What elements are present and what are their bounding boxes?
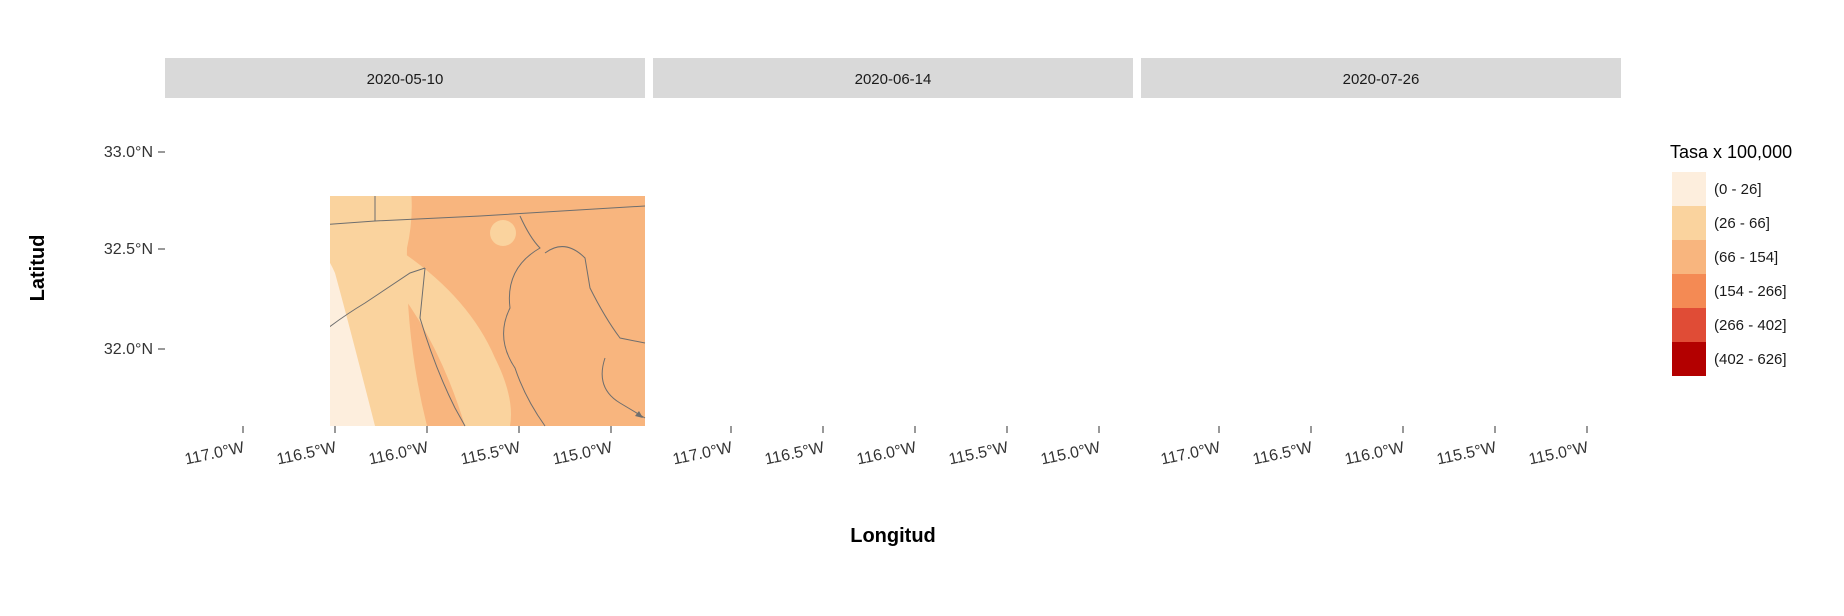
ocean xyxy=(1141,98,1271,426)
lon-tick: 116.5°W xyxy=(1251,439,1314,468)
map-panel: 2020-07-26 xyxy=(1141,58,1621,426)
graticule xyxy=(165,126,243,426)
facet-label: 2020-05-10 xyxy=(367,71,444,88)
lon-tick: 117.0°W xyxy=(671,439,734,468)
rate-zone-26-66 xyxy=(490,220,516,246)
rate-zone-26-66 xyxy=(653,98,856,426)
rate-zone-26-66 xyxy=(1141,98,1391,426)
county-borders xyxy=(1183,98,1621,426)
islands xyxy=(751,394,1131,418)
lon-tick: 116.0°W xyxy=(1343,439,1406,468)
legend-swatch xyxy=(1672,274,1706,308)
rate-zone-26-66 xyxy=(380,238,511,426)
lon-tick: 115.5°W xyxy=(947,439,1010,468)
islands xyxy=(1239,394,1619,418)
legend-swatch xyxy=(1672,240,1706,274)
rate-zone-26-66 xyxy=(948,300,988,340)
legend-label: (266 - 402] xyxy=(1714,317,1787,334)
graticule xyxy=(1141,126,1219,426)
coastline xyxy=(170,98,295,426)
county-borders xyxy=(695,98,1133,426)
lat-tick: 32.5°N xyxy=(104,241,153,258)
lat-tick-marks xyxy=(158,151,165,350)
lon-tick: 115.0°W xyxy=(1527,439,1590,468)
rate-surface xyxy=(1141,98,1621,426)
coastline xyxy=(658,98,783,426)
rate-zone-0-26 xyxy=(1472,222,1486,236)
rate-zone-66-154 xyxy=(1171,105,1247,181)
ocean xyxy=(653,98,783,426)
legend-label: (66 - 154] xyxy=(1714,249,1778,266)
rate-zone-0-26 xyxy=(1196,220,1252,282)
legend-swatch xyxy=(1672,342,1706,376)
lat-tick: 32.0°N xyxy=(104,341,153,358)
rate-hotspot xyxy=(1395,122,1467,194)
lon-tick: 116.5°W xyxy=(275,439,338,468)
map-panel: 2020-06-14 xyxy=(653,58,1133,438)
lon-tick: 116.0°W xyxy=(855,439,918,468)
county-borders xyxy=(330,196,646,427)
rate-zone-0-26 xyxy=(708,208,813,283)
lat-tick: 33.0°N xyxy=(104,144,153,161)
islands xyxy=(635,411,643,418)
lon-tick: 115.5°W xyxy=(459,439,522,468)
rate-zone-0-26 xyxy=(330,263,375,426)
ocean xyxy=(165,98,295,426)
graticule xyxy=(653,126,731,426)
lon-tick: 115.5°W xyxy=(1435,439,1498,468)
legend-label: (0 - 26] xyxy=(1714,181,1762,198)
lon-tick: 115.0°W xyxy=(551,439,614,468)
rate-zone-266-402 xyxy=(865,98,1133,229)
rate-hotspot xyxy=(911,113,1015,203)
legend-swatch xyxy=(1672,172,1706,206)
legend-label: (402 - 626] xyxy=(1714,351,1787,368)
facet-strip xyxy=(653,58,1133,98)
rate-hotspot xyxy=(413,131,477,195)
x-axis: 117.0°W 116.5°W 116.0°W 115.5°W 115.0°W 117.0… xyxy=(183,426,1591,468)
x-axis-title: Longitud xyxy=(850,525,936,547)
legend-label: (26 - 66] xyxy=(1714,215,1770,232)
map-panel: 2020-05-10 xyxy=(165,58,646,427)
legend-swatch xyxy=(1672,206,1706,240)
rate-zone-66-154 xyxy=(942,298,1013,438)
legend-swatch xyxy=(1672,308,1706,342)
rate-zone-66-154 xyxy=(833,299,998,426)
y-axis: 33.0°N 32.5°N 32.0°N Latitud xyxy=(27,144,165,358)
legend-title: Tasa x 100,000 xyxy=(1670,142,1792,162)
y-axis-title: Latitud xyxy=(27,235,49,302)
lon-tick: 116.5°W xyxy=(763,439,826,468)
rate-zone-266-402 xyxy=(1053,298,1133,426)
lon-tick: 115.0°W xyxy=(1039,439,1102,468)
legend: Tasa x 100,000 (0 - 26] (26 - 66] (66 - 15… xyxy=(1670,142,1792,376)
lon-tick: 116.0°W xyxy=(367,439,430,468)
coastline xyxy=(1146,98,1271,426)
facet-strip xyxy=(1141,58,1621,98)
rate-zone-26-66 xyxy=(1346,263,1542,426)
legend-label: (154 - 266] xyxy=(1714,283,1787,300)
facet-strip xyxy=(165,58,645,98)
lon-tick: 117.0°W xyxy=(183,439,246,468)
rate-surface xyxy=(653,98,1133,426)
rate-zone-66-154 xyxy=(653,98,893,426)
facet-label: 2020-07-26 xyxy=(1343,71,1420,88)
facet-label: 2020-06-14 xyxy=(855,71,932,88)
lon-tick: 117.0°W xyxy=(1159,439,1222,468)
